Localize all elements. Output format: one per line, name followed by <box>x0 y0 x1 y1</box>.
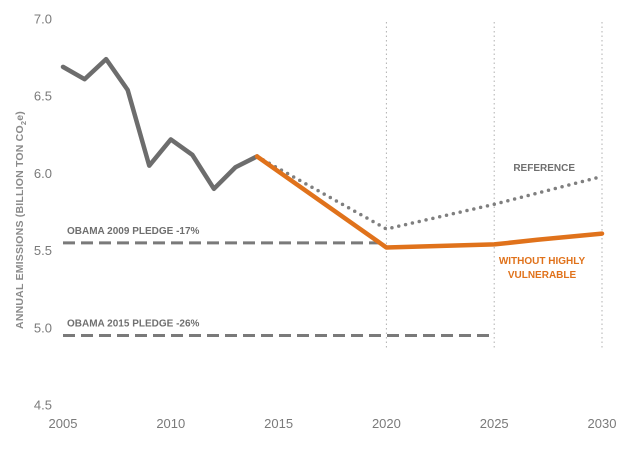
pledge-2009-label: OBAMA 2009 PLEDGE -17% <box>67 226 200 237</box>
x-tick-label: 2020 <box>372 416 401 431</box>
series-line-series-2 <box>254 154 605 250</box>
x-axis-ticks: 2005 2010 2015 2020 2025 2030 <box>49 416 617 431</box>
pledge-2015-label: OBAMA 2015 PLEDGE -26% <box>67 319 200 330</box>
x-tick-label: 2025 <box>480 416 509 431</box>
y-tick-label: 5.5 <box>34 243 52 258</box>
x-tick-label: 2015 <box>264 416 293 431</box>
series-line-historical <box>60 56 260 192</box>
y-tick-label: 6.5 <box>34 89 52 104</box>
x-tick-label: 2010 <box>156 416 185 431</box>
without-highly-vulnerable-label: WITHOUT HIGHLY VULNERABLE <box>499 256 586 281</box>
y-tick-label: 4.5 <box>34 398 52 413</box>
y-axis-ticks: 4.5 5.0 5.5 6.0 6.5 7.0 <box>34 12 52 413</box>
y-axis-title: ANNUAL EMISSIONS (BILLION TON CO2e) <box>14 111 28 329</box>
x-tick-label: 2030 <box>588 416 617 431</box>
vertical-reference-lines <box>385 22 603 350</box>
x-tick-label: 2005 <box>49 416 78 431</box>
series-lines <box>60 56 605 250</box>
series-line-series-1 <box>255 154 604 231</box>
y-tick-label: 6.0 <box>34 166 52 181</box>
reference-label: REFERENCE <box>513 163 575 174</box>
y-tick-label: 7.0 <box>34 12 52 27</box>
annotations: OBAMA 2009 PLEDGE -17% OBAMA 2015 PLEDGE … <box>67 163 585 330</box>
y-tick-label: 5.0 <box>34 320 52 335</box>
